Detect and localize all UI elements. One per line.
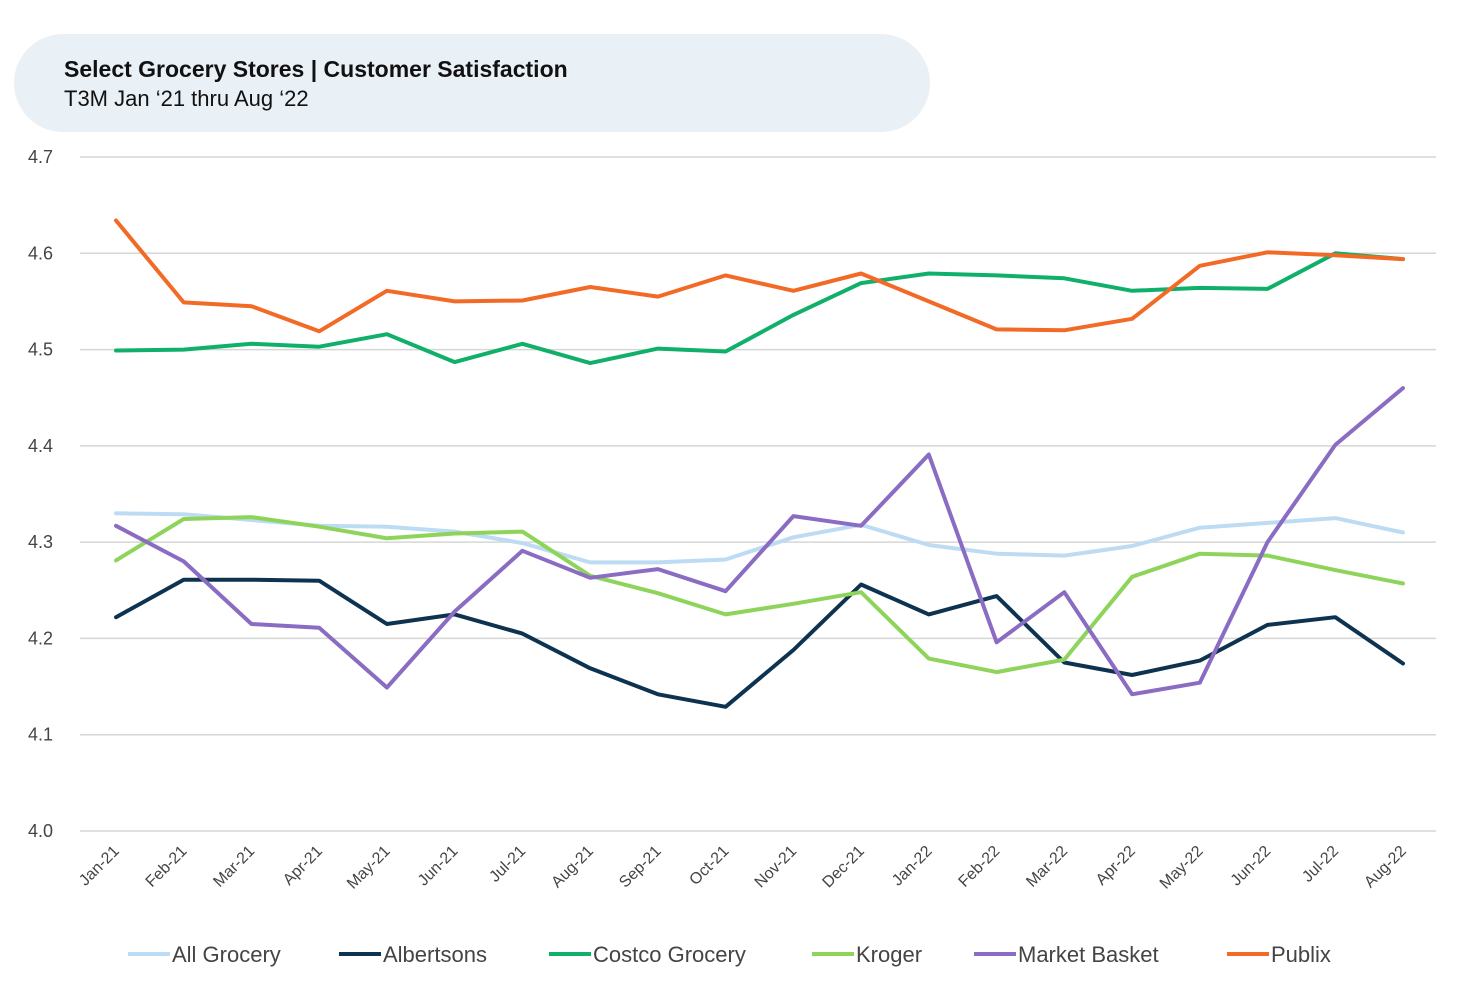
x-tick-label: Apr-22 <box>1093 843 1139 889</box>
x-tick-label: Jan-22 <box>889 843 936 890</box>
y-tick-label: 4.3 <box>28 532 53 552</box>
x-tick-label: May-21 <box>344 843 394 893</box>
y-tick-label: 4.1 <box>28 725 53 745</box>
title-banner <box>14 34 930 132</box>
y-tick-label: 4.6 <box>28 243 53 263</box>
x-axis-ticks: Jan-21 Feb-21 Mar-21 Apr-21 May-21 Jun-21 Jul-… <box>76 843 1410 893</box>
x-tick-label: Mar-22 <box>1023 843 1071 891</box>
x-tick-label: Jan-21 <box>76 843 123 890</box>
legend: All Grocery Albertsons Costco Grocery Kroge… <box>128 942 1331 967</box>
x-tick-label: Feb-22 <box>956 843 1004 891</box>
series-lines <box>114 218 1405 709</box>
legend-label: Albertsons <box>383 942 487 967</box>
x-tick-label: Nov-21 <box>752 843 801 892</box>
x-tick-label: Apr-21 <box>280 843 326 889</box>
series-line-kroger <box>114 515 1405 675</box>
x-tick-label: Jun-22 <box>1228 843 1275 890</box>
x-tick-label: Jul-21 <box>486 843 529 886</box>
y-axis-ticks: 4.0 4.1 4.2 4.3 4.4 4.5 4.6 4.7 <box>28 147 53 841</box>
x-tick-label: Aug-21 <box>548 843 597 892</box>
x-tick-label: Mar-21 <box>210 843 258 891</box>
legend-label: Market Basket <box>1018 942 1159 967</box>
x-tick-label: Sep-21 <box>616 843 665 892</box>
chart-title: Select Grocery Stores | Customer Satisfa… <box>64 56 568 82</box>
series-line-costco-grocery <box>114 251 1405 366</box>
legend-label: All Grocery <box>172 942 281 967</box>
legend-label: Costco Grocery <box>593 942 746 967</box>
x-tick-label: Aug-22 <box>1361 843 1410 892</box>
legend-label: Publix <box>1271 942 1331 967</box>
series-line-market-basket <box>114 386 1405 697</box>
y-tick-label: 4.5 <box>28 340 53 360</box>
y-tick-label: 4.0 <box>28 821 53 841</box>
legend-label: Kroger <box>856 942 922 967</box>
x-tick-label: May-22 <box>1157 843 1207 893</box>
x-tick-label: Feb-21 <box>143 843 191 891</box>
x-tick-label: Oct-21 <box>686 843 732 889</box>
gridlines <box>80 156 1436 832</box>
x-tick-label: Jul-22 <box>1299 843 1342 886</box>
series-line-all-grocery <box>114 511 1405 565</box>
x-tick-label: Jun-21 <box>415 843 462 890</box>
y-tick-label: 4.7 <box>28 147 53 167</box>
chart-subtitle: T3M Jan ‘21 thru Aug ‘22 <box>64 86 309 111</box>
y-tick-label: 4.4 <box>28 436 53 456</box>
x-tick-label: Dec-21 <box>819 843 868 892</box>
series-line-albertsons <box>114 577 1405 709</box>
series-line-publix <box>114 218 1405 334</box>
y-tick-label: 4.2 <box>28 628 53 648</box>
